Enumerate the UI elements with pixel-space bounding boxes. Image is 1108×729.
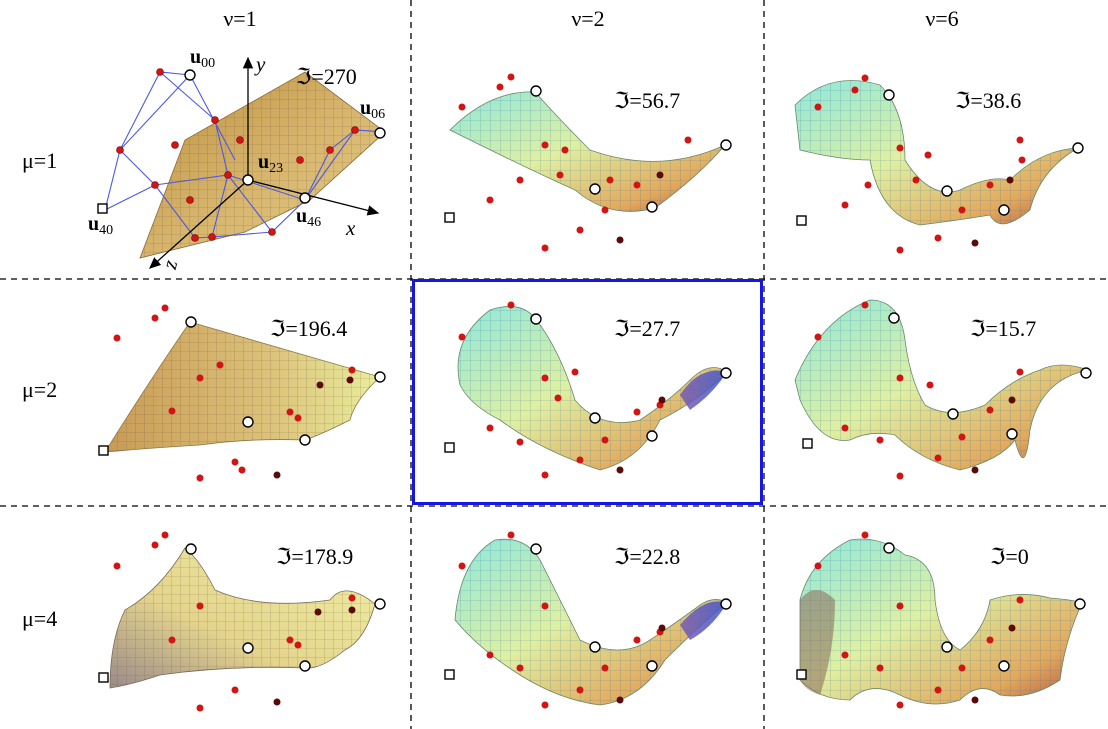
objective-value: ℑ=0 [990,544,1029,569]
objective-value: ℑ=178.9 [276,544,354,569]
column-header-nu2: ν=2 [571,6,605,31]
panel-mu4-nu6 [796,531,1086,709]
panel-mu2-nu2 [444,301,732,479]
panel-mu4-nu1 [98,531,386,712]
objective-value: ℑ=196.4 [270,316,348,341]
objective-value: ℑ=15.7 [970,316,1037,341]
highlighted-cell-frame [412,279,763,505]
objective-value: ℑ=22.8 [614,544,681,569]
boundary-markers [444,85,732,223]
column-header-nu6: ν=6 [925,6,959,31]
panel-mu4-nu2 [444,531,732,709]
control-point-label-u23: u23 [258,151,284,176]
control-points [116,68,359,242]
panel-mu1-nu6 [794,74,1084,254]
control-point-label-u46: u46 [296,205,322,230]
panel-mu2-nu6 [794,299,1092,480]
boundary-markers [97,69,386,214]
objective-value: ℑ=56.7 [614,88,681,113]
row-header-mu1: μ=1 [22,148,58,173]
objective-value: ℑ=38.6 [955,88,1022,113]
row-header-mu4: μ=4 [22,606,58,631]
panel-mu2-nu1 [98,304,386,482]
control-point-label-u40: u40 [88,213,114,238]
panel-mu1-nu2 [444,73,732,252]
axes [149,56,380,269]
objective-value: ℑ=27.7 [614,316,681,341]
panel-mu1-nu1 [97,56,386,269]
data-points [458,73,692,252]
column-header-nu1: ν=1 [223,6,257,31]
axis-label-x: x [346,216,356,240]
objective-value: ℑ=270 [296,64,357,89]
control-point-label-u06: u06 [360,97,386,122]
row-header-mu2: μ=2 [22,377,58,402]
axis-label-y: y [256,52,266,76]
control-point-label-u00: u00 [190,46,216,71]
